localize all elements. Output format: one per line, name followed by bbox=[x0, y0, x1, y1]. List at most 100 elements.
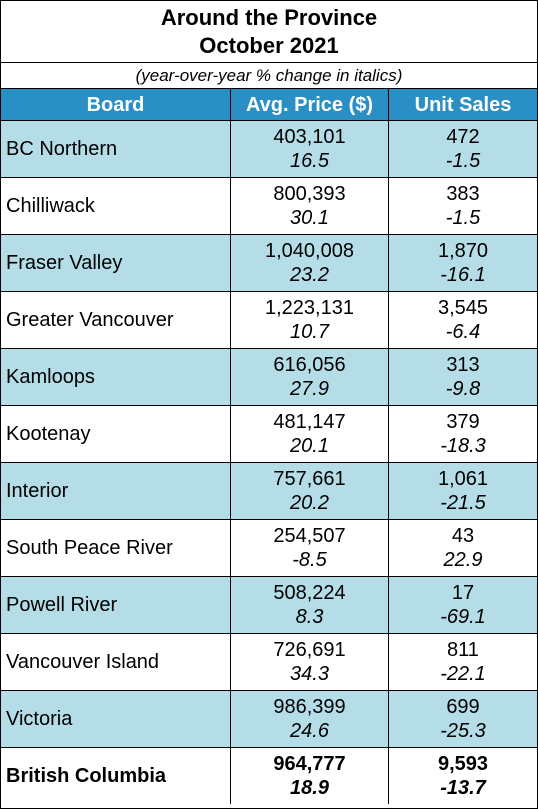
unit-sales-change: -6.4 bbox=[445, 321, 481, 343]
avg-price-value: 964,777 bbox=[273, 753, 346, 775]
unit-sales-change: -16.1 bbox=[440, 264, 486, 286]
table-row: Vancouver Island 726,691 34.3 811 -22.1 bbox=[1, 634, 537, 691]
table-row: South Peace River 254,507 -8.5 43 22.9 bbox=[1, 520, 537, 577]
unit-sales-value: 3,545 bbox=[437, 297, 489, 319]
unit-sales-value: 17 bbox=[451, 582, 475, 604]
header-board: Board bbox=[1, 89, 231, 120]
board-cell: Powell River bbox=[1, 577, 231, 633]
table-row: Victoria 986,399 24.6 699 -25.3 bbox=[1, 691, 537, 748]
table-row: Chilliwack 800,393 30.1 383 -1.5 bbox=[1, 178, 537, 235]
unit-sales-change: 22.9 bbox=[443, 549, 483, 571]
unit-sales-value: 472 bbox=[446, 126, 480, 148]
avg-price-change: 8.3 bbox=[295, 606, 324, 628]
avg-price-value: 1,223,131 bbox=[265, 297, 354, 319]
price-cell: 616,056 27.9 bbox=[231, 349, 389, 405]
price-cell: 964,777 18.9 bbox=[231, 748, 389, 804]
avg-price-change: 20.2 bbox=[290, 492, 329, 514]
unit-sales-change: -1.5 bbox=[445, 207, 481, 229]
sales-cell: 383 -1.5 bbox=[389, 178, 537, 234]
unit-sales-value: 1,870 bbox=[437, 240, 489, 262]
table-row: Fraser Valley 1,040,008 23.2 1,870 -16.1 bbox=[1, 235, 537, 292]
avg-price-value: 1,040,008 bbox=[265, 240, 354, 262]
board-cell: BC Northern bbox=[1, 121, 231, 177]
avg-price-value: 986,399 bbox=[273, 696, 346, 718]
price-cell: 1,040,008 23.2 bbox=[231, 235, 389, 291]
unit-sales-change: -18.3 bbox=[440, 435, 486, 457]
price-cell: 1,223,131 10.7 bbox=[231, 292, 389, 348]
unit-sales-value: 379 bbox=[446, 411, 480, 433]
avg-price-change: 10.7 bbox=[290, 321, 329, 343]
table-row: Kamloops 616,056 27.9 313 -9.8 bbox=[1, 349, 537, 406]
table-row: British Columbia 964,777 18.9 9,593 -13.7 bbox=[1, 748, 537, 804]
sales-cell: 9,593 -13.7 bbox=[389, 748, 537, 804]
table-header: Board Avg. Price ($) Unit Sales bbox=[1, 89, 537, 121]
price-cell: 508,224 8.3 bbox=[231, 577, 389, 633]
unit-sales-change: -13.7 bbox=[440, 777, 486, 799]
title-line-2: October 2021 bbox=[199, 33, 339, 58]
sales-cell: 472 -1.5 bbox=[389, 121, 537, 177]
table-row: Greater Vancouver 1,223,131 10.7 3,545 -6.4 bbox=[1, 292, 537, 349]
board-cell: Fraser Valley bbox=[1, 235, 231, 291]
sales-cell: 17 -69.1 bbox=[389, 577, 537, 633]
board-cell: Greater Vancouver bbox=[1, 292, 231, 348]
sales-cell: 1,870 -16.1 bbox=[389, 235, 537, 291]
avg-price-value: 481,147 bbox=[273, 411, 346, 433]
unit-sales-change: -1.5 bbox=[445, 150, 481, 172]
price-cell: 800,393 30.1 bbox=[231, 178, 389, 234]
header-avg-price: Avg. Price ($) bbox=[231, 89, 389, 120]
avg-price-change: 20.1 bbox=[290, 435, 329, 457]
board-cell: Chilliwack bbox=[1, 178, 231, 234]
table-row: Powell River 508,224 8.3 17 -69.1 bbox=[1, 577, 537, 634]
avg-price-change: 23.2 bbox=[290, 264, 329, 286]
board-cell: Kamloops bbox=[1, 349, 231, 405]
avg-price-value: 800,393 bbox=[273, 183, 346, 205]
table-row: Kootenay 481,147 20.1 379 -18.3 bbox=[1, 406, 537, 463]
unit-sales-value: 9,593 bbox=[437, 753, 489, 775]
avg-price-value: 508,224 bbox=[273, 582, 346, 604]
unit-sales-change: -9.8 bbox=[445, 378, 481, 400]
sales-cell: 43 22.9 bbox=[389, 520, 537, 576]
sales-cell: 699 -25.3 bbox=[389, 691, 537, 747]
avg-price-value: 726,691 bbox=[273, 639, 346, 661]
unit-sales-value: 699 bbox=[446, 696, 480, 718]
board-cell: Kootenay bbox=[1, 406, 231, 462]
board-cell: Interior bbox=[1, 463, 231, 519]
avg-price-value: 757,661 bbox=[273, 468, 346, 490]
avg-price-change: 34.3 bbox=[290, 663, 329, 685]
sales-cell: 3,545 -6.4 bbox=[389, 292, 537, 348]
price-cell: 757,661 20.2 bbox=[231, 463, 389, 519]
avg-price-value: 616,056 bbox=[273, 354, 346, 376]
table-body: BC Northern 403,101 16.5 472 -1.5 Chilliwack 8… bbox=[1, 121, 537, 804]
unit-sales-value: 811 bbox=[447, 639, 479, 661]
sales-cell: 379 -18.3 bbox=[389, 406, 537, 462]
unit-sales-value: 383 bbox=[446, 183, 480, 205]
avg-price-value: 254,507 bbox=[273, 525, 346, 547]
unit-sales-value: 43 bbox=[451, 525, 475, 547]
price-cell: 481,147 20.1 bbox=[231, 406, 389, 462]
unit-sales-change: -25.3 bbox=[440, 720, 486, 742]
avg-price-change: 27.9 bbox=[290, 378, 329, 400]
title-line-1: Around the Province bbox=[160, 5, 378, 30]
unit-sales-change: -21.5 bbox=[440, 492, 486, 514]
sales-cell: 313 -9.8 bbox=[389, 349, 537, 405]
table-row: BC Northern 403,101 16.5 472 -1.5 bbox=[1, 121, 537, 178]
avg-price-change: 24.6 bbox=[290, 720, 329, 742]
table-subtitle: (year-over-year % change in italics) bbox=[1, 63, 537, 89]
board-cell: Victoria bbox=[1, 691, 231, 747]
board-cell: South Peace River bbox=[1, 520, 231, 576]
price-cell: 986,399 24.6 bbox=[231, 691, 389, 747]
unit-sales-value: 313 bbox=[446, 354, 480, 376]
avg-price-change: 30.1 bbox=[290, 207, 329, 229]
unit-sales-value: 1,061 bbox=[437, 468, 489, 490]
table-row: Interior 757,661 20.2 1,061 -21.5 bbox=[1, 463, 537, 520]
price-cell: 403,101 16.5 bbox=[231, 121, 389, 177]
table-title: Around the Province October 2021 bbox=[1, 1, 537, 63]
header-unit-sales: Unit Sales bbox=[414, 94, 512, 116]
avg-price-change: 18.9 bbox=[290, 777, 329, 799]
board-cell: Vancouver Island bbox=[1, 634, 231, 690]
board-cell: British Columbia bbox=[1, 748, 231, 804]
price-cell: 726,691 34.3 bbox=[231, 634, 389, 690]
avg-price-value: 403,101 bbox=[273, 126, 346, 148]
sales-cell: 1,061 -21.5 bbox=[389, 463, 537, 519]
